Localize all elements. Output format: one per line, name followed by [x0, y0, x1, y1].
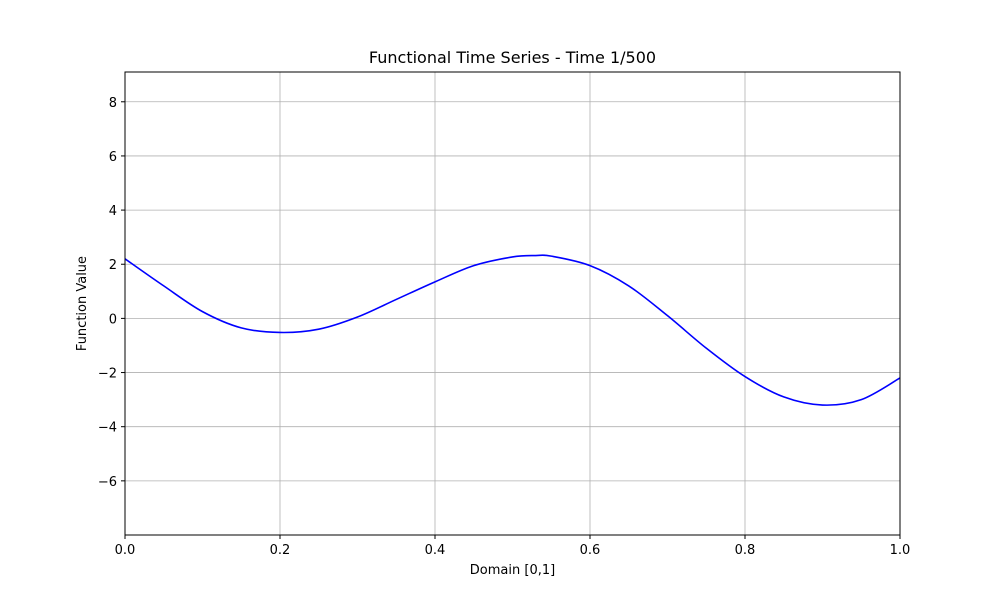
x-tick-label: 0.4 — [425, 543, 446, 558]
y-tick-label: −6 — [98, 475, 117, 490]
y-tick-label: 6 — [109, 150, 117, 165]
x-tick-label: 0.8 — [735, 543, 756, 558]
y-tick-label: 0 — [109, 312, 117, 327]
x-tick-label: 1.0 — [890, 543, 911, 558]
y-tick-label: 8 — [109, 96, 117, 111]
y-tick-label: −2 — [98, 367, 117, 382]
x-axis-label: Domain [0,1] — [470, 563, 555, 578]
x-tick-label: 0.0 — [115, 543, 136, 558]
series-line — [124, 254, 901, 406]
axes-frame — [124, 71, 901, 536]
y-axis-label: Function Value — [75, 256, 90, 351]
y-tick-label: 4 — [109, 204, 117, 219]
plot-area — [124, 254, 901, 406]
y-tick-label: −4 — [98, 421, 117, 436]
ticks: 0.0 0.2 0.4 0.6 0.8 1.0 −6 −4 −2 0 2 4 6 8 — [98, 96, 911, 558]
y-tick-label: 2 — [109, 258, 117, 273]
chart-title: Functional Time Series - Time 1/500 — [369, 48, 656, 67]
x-tick-label: 0.6 — [580, 543, 601, 558]
x-tick-label: 0.2 — [270, 543, 291, 558]
